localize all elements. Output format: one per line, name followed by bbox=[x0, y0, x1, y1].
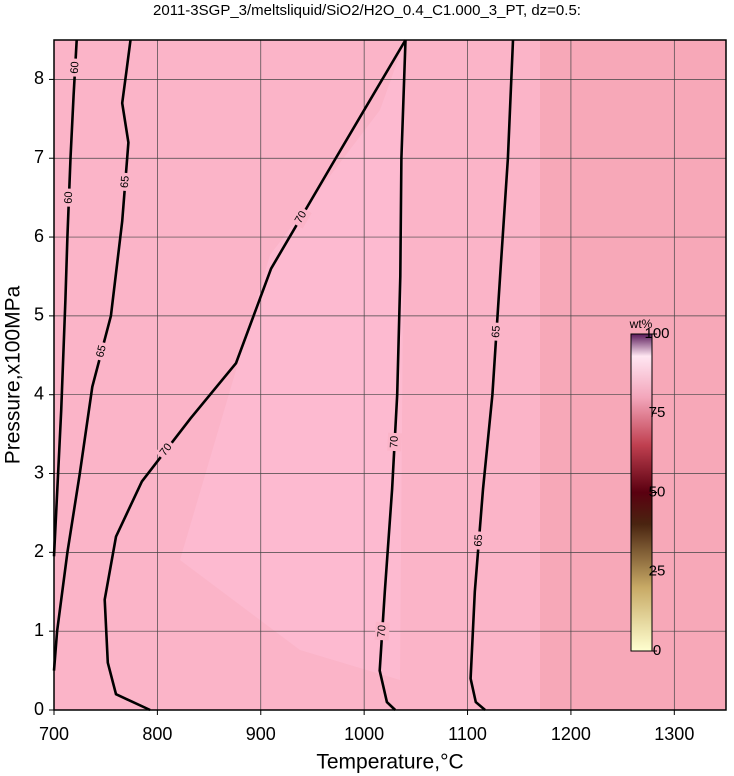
chart-title: 2011-3SGP_3/meltsliquid/SiO2/H2O_0.4_C1.… bbox=[153, 2, 581, 19]
x-tick-label: 1100 bbox=[448, 724, 487, 744]
contour-label-bg bbox=[117, 172, 134, 192]
x-tick-label: 700 bbox=[39, 724, 69, 744]
contour-label-bg bbox=[374, 621, 390, 641]
colorbar-tick-label: 25 bbox=[649, 563, 666, 580]
x-tick-label: 800 bbox=[142, 724, 172, 744]
y-tick-label: 6 bbox=[34, 226, 44, 246]
x-tick-label: 900 bbox=[246, 724, 276, 744]
contour-label-bg bbox=[471, 530, 487, 551]
contour-label-text: 65 bbox=[119, 175, 132, 188]
contour-label-bg bbox=[488, 322, 505, 342]
y-tick-label: 8 bbox=[34, 68, 44, 88]
x-tick-label: 1200 bbox=[551, 724, 591, 744]
contour-label-bg bbox=[155, 438, 178, 462]
colorbar-tick-label: 0 bbox=[653, 642, 661, 659]
contour-label-text: 60 bbox=[63, 191, 75, 204]
y-tick-label: 3 bbox=[34, 462, 44, 482]
y-tick-label: 7 bbox=[34, 147, 44, 167]
contour-label-bg bbox=[61, 188, 77, 207]
colorbar-tick-label: 50 bbox=[649, 483, 666, 500]
y-tick-label: 2 bbox=[34, 541, 44, 561]
contour-line bbox=[378, 39, 407, 711]
contour-label: 65 bbox=[488, 322, 505, 342]
contour-label: 70 bbox=[387, 432, 403, 452]
contour-label: 65 bbox=[471, 530, 487, 551]
colorbar-tick-label: 75 bbox=[649, 404, 666, 421]
plot-region bbox=[180, 40, 405, 680]
contour-line bbox=[103, 39, 407, 712]
contour-label: 60 bbox=[67, 58, 83, 77]
colorbar-tick-label: 100 bbox=[644, 325, 669, 342]
y-axis-label: Pressure,x100MPa bbox=[2, 285, 25, 464]
contour-label-bg bbox=[290, 206, 312, 229]
contour-label-text: 65 bbox=[490, 325, 503, 338]
contour-line bbox=[52, 39, 132, 671]
contour-line bbox=[469, 39, 515, 711]
contour-line bbox=[52, 39, 78, 557]
plot-frame bbox=[53, 39, 727, 711]
contour-label-text: 70 bbox=[158, 441, 175, 458]
contour-label-bg bbox=[387, 432, 403, 452]
y-tick-label: 5 bbox=[34, 305, 44, 325]
contour-label-text: 70 bbox=[388, 436, 401, 449]
colorbar-label: wt% bbox=[629, 317, 653, 331]
x-tick-label: 1000 bbox=[344, 724, 384, 744]
contour-label: 70 bbox=[290, 206, 312, 229]
y-tick-label: 0 bbox=[34, 699, 44, 719]
contour-label: 65 bbox=[117, 172, 134, 192]
x-axis-label: Temperature,°C bbox=[316, 751, 463, 774]
y-tick-label: 1 bbox=[34, 620, 44, 640]
x-tick-label: 1300 bbox=[654, 724, 694, 744]
y-tick-label: 4 bbox=[34, 383, 44, 403]
contour-label-text: 65 bbox=[94, 344, 109, 359]
contour-label-text: 70 bbox=[376, 625, 389, 638]
contour-label-bg bbox=[67, 58, 83, 77]
contour-label-text: 70 bbox=[293, 209, 310, 226]
contour-label-text: 65 bbox=[472, 534, 485, 547]
contour-label: 60 bbox=[61, 188, 77, 207]
contour-label: 65 bbox=[92, 340, 111, 362]
contour-label: 70 bbox=[374, 621, 390, 641]
contour-label-text: 60 bbox=[69, 61, 82, 74]
contour-label-bg bbox=[92, 340, 111, 362]
contour-label: 70 bbox=[155, 438, 178, 462]
